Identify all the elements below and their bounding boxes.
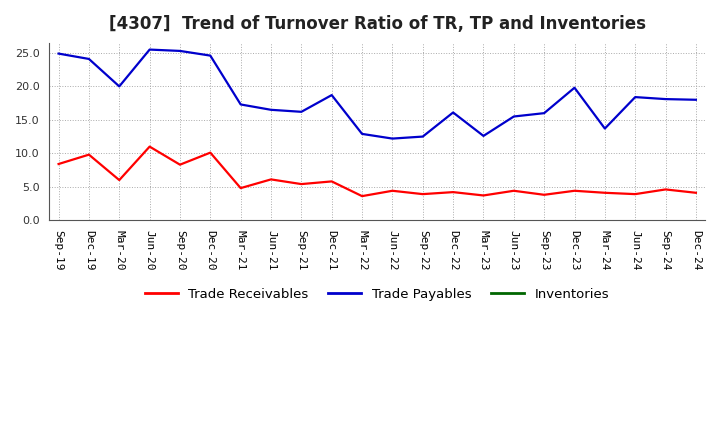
- Legend: Trade Receivables, Trade Payables, Inventories: Trade Receivables, Trade Payables, Inven…: [140, 282, 615, 306]
- Title: [4307]  Trend of Turnover Ratio of TR, TP and Inventories: [4307] Trend of Turnover Ratio of TR, TP…: [109, 15, 646, 33]
